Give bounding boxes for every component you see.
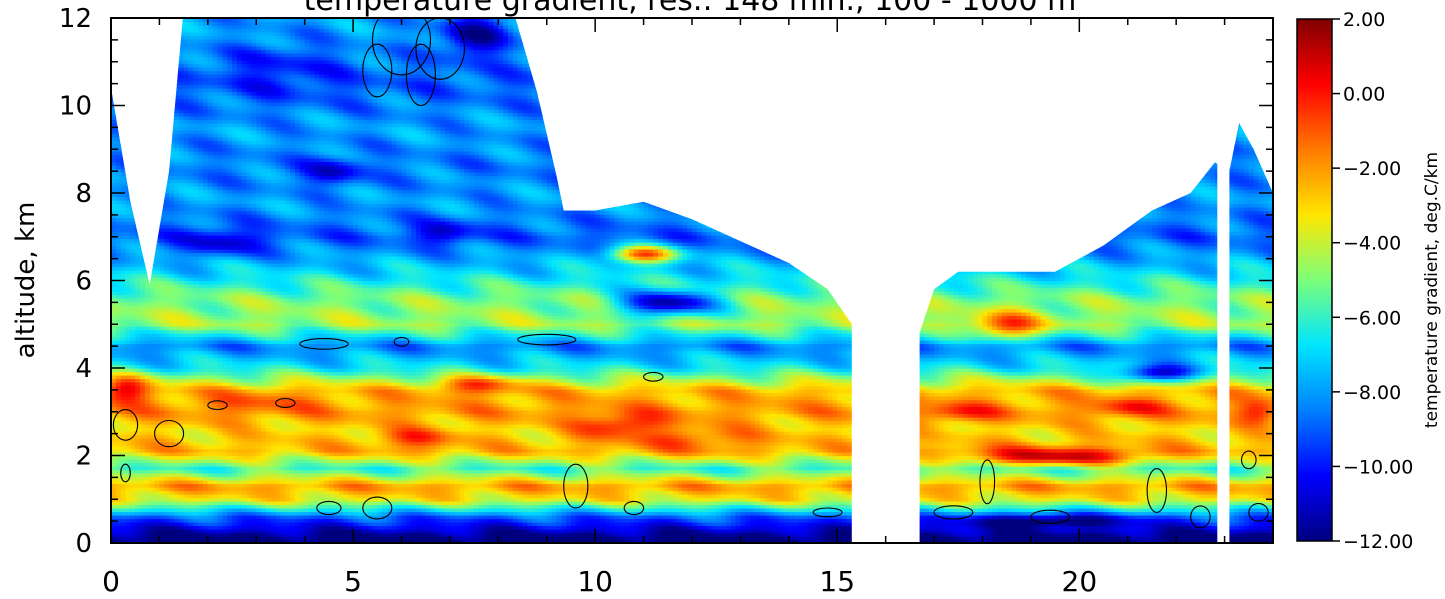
colorbar-tick-label: −12.00 <box>1343 531 1413 553</box>
colorbar-tick-label: 0.00 <box>1343 84 1385 106</box>
y-axis-label: altitude, km <box>11 202 41 359</box>
colorbar-tick-label: 2.00 <box>1343 9 1385 31</box>
colorbar-tick-label: −10.00 <box>1343 456 1413 478</box>
y-tick-label: 8 <box>75 179 92 209</box>
x-tick-label: 0 <box>102 565 120 598</box>
y-tick-label: 12 <box>59 4 92 34</box>
colorbar-tick-label: −8.00 <box>1343 382 1401 404</box>
heatmap-field <box>111 4 1274 544</box>
colorbar: 2.00 0.00 −2.00 −4.00 −6.00 −8.00 −10.00 −12.00 <box>1297 9 1413 553</box>
data-gap <box>1217 18 1229 543</box>
colorbar-tick-label: −2.00 <box>1343 158 1401 180</box>
colorbar-scale <box>1297 19 1332 541</box>
data-gap <box>852 18 920 543</box>
x-tick-label: 15 <box>819 565 855 598</box>
colorbar-tick-label: −6.00 <box>1343 307 1401 329</box>
x-tick-label: 10 <box>577 565 613 598</box>
y-tick-label: 2 <box>75 442 92 472</box>
colorbar-label: temperature gradient, deg.C/km <box>1422 152 1442 428</box>
colorbar-tick-label: −4.00 <box>1343 233 1401 255</box>
x-tick-label: 5 <box>344 565 362 598</box>
y-tick-label: 4 <box>75 354 92 384</box>
y-tick-label: 6 <box>75 267 92 297</box>
y-tick-label: 10 <box>59 92 92 122</box>
y-tick-label: 0 <box>75 529 92 559</box>
chart-title: temperature gradient, res.: 148 min., 10… <box>304 0 1077 18</box>
x-tick-label: 20 <box>1062 565 1098 598</box>
